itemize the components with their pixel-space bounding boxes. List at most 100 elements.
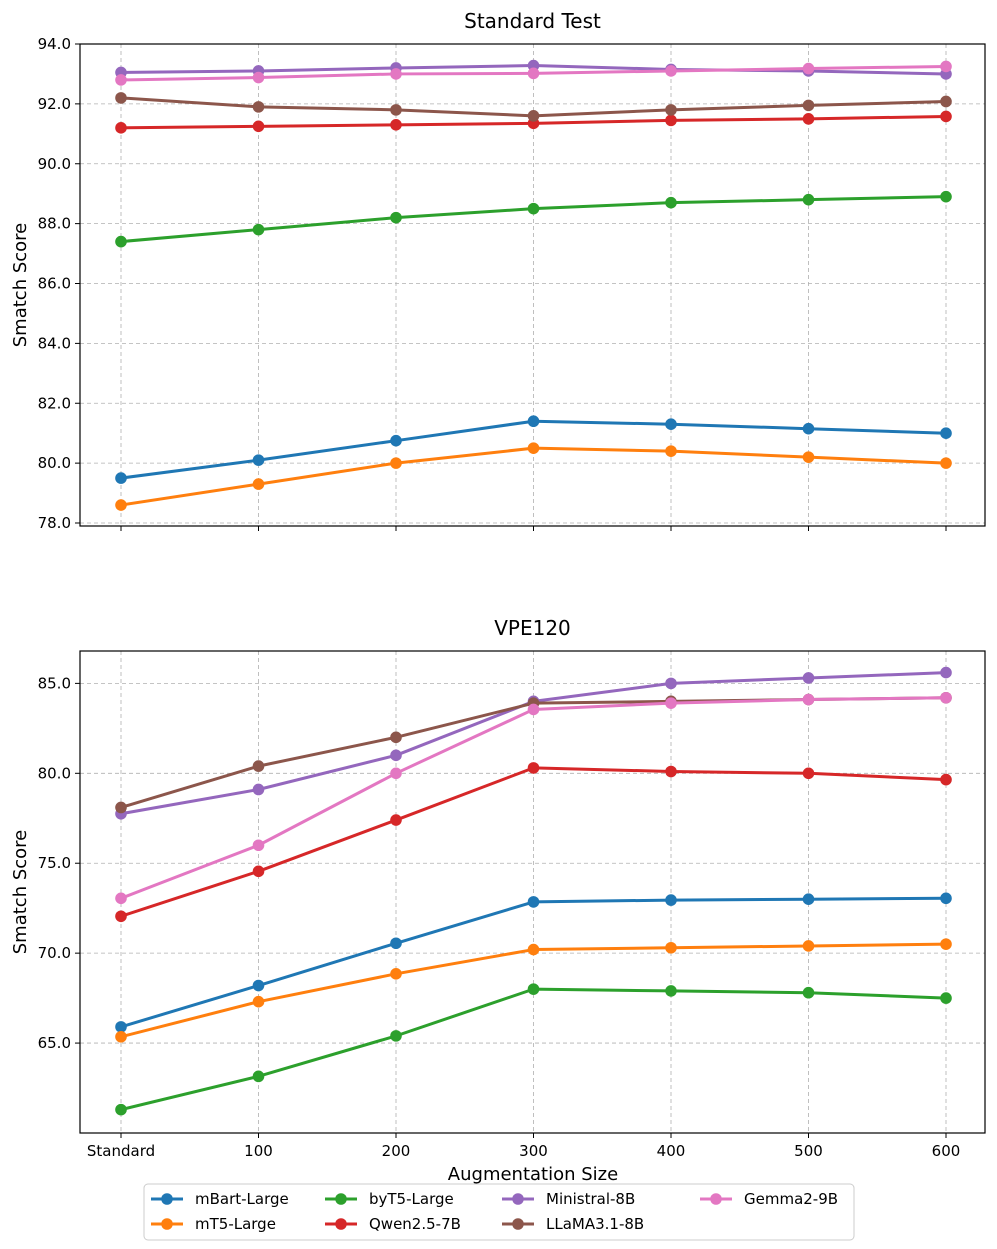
plot-frame [79, 650, 986, 1134]
data-point [527, 762, 540, 774]
data-point [940, 938, 952, 950]
data-point [940, 992, 952, 1004]
y-tick-label: 82.0 [38, 394, 71, 412]
data-point [802, 986, 815, 999]
legend-marker [335, 1218, 347, 1230]
data-point [665, 418, 677, 431]
data-point [390, 968, 402, 980]
data-point [252, 995, 265, 1008]
data-point [940, 95, 952, 108]
data-point [390, 211, 402, 224]
data-point [940, 773, 952, 786]
x-tick-label: 200 [382, 1142, 411, 1160]
legend-marker [512, 1193, 524, 1205]
legend: mBart-Large mT5-Large byT5-Large Qwen2.5-7B… [143, 1183, 855, 1241]
chart-title: VPE120 [494, 616, 571, 640]
y-axis-label: Smatch Score [10, 830, 31, 955]
series-gemma2-9b [115, 60, 952, 86]
series-byt5-large [115, 983, 952, 1116]
data-point [665, 697, 677, 709]
y-tick-label: 86.0 [38, 275, 71, 293]
y-tick-label: 85.0 [38, 674, 71, 692]
data-point [527, 202, 540, 215]
legend-label: Ministral-8B [546, 1190, 635, 1208]
data-point [940, 666, 952, 679]
data-point [665, 985, 677, 997]
series-gemma2-9b [115, 691, 952, 905]
legend-marker [161, 1218, 173, 1230]
data-point [115, 910, 127, 923]
legend-label: Gemma2-9B [744, 1190, 838, 1208]
legend-entry-qwen2-5-7b: Qwen2.5-7B [325, 1215, 461, 1233]
data-point [802, 672, 815, 684]
data-point [802, 893, 815, 905]
legend-label: mT5-Large [195, 1215, 276, 1233]
series-mbart-large [115, 892, 952, 1033]
data-point [802, 422, 815, 435]
legend-entry-ministral-8b: Ministral-8B [502, 1190, 635, 1208]
data-point [527, 442, 540, 454]
data-point [252, 783, 265, 796]
legend-entry-gemma2-9b: Gemma2-9B [700, 1190, 838, 1208]
data-point [802, 193, 815, 206]
series-qwen2-5-7b [115, 762, 952, 923]
chart-title: Standard Test [464, 9, 601, 33]
y-tick-label: 75.0 [38, 854, 71, 872]
y-tick-label: 70.0 [38, 944, 71, 962]
data-point [390, 434, 402, 447]
x-tick-label: 400 [657, 1142, 686, 1160]
x-tick-label: Standard [87, 1142, 155, 1160]
data-point [115, 74, 127, 86]
x-axis-label: Augmentation Size [448, 1164, 618, 1185]
legend-entry-mt5-large: mT5-Large [151, 1215, 276, 1233]
data-point [940, 60, 952, 73]
data-point [665, 941, 677, 954]
data-point [940, 190, 952, 203]
data-point [115, 92, 127, 104]
data-point [802, 113, 815, 125]
series-qwen2-5-7b [115, 110, 952, 134]
data-point [940, 110, 952, 123]
data-point [940, 892, 952, 905]
data-point [390, 749, 402, 762]
series-line [120, 987, 947, 1112]
data-point [390, 104, 402, 116]
y-tick-label: 92.0 [38, 95, 71, 113]
legend-marker [710, 1193, 722, 1205]
data-point [390, 457, 402, 469]
data-point [665, 114, 677, 127]
y-tick-label: 84.0 [38, 334, 71, 352]
data-point [665, 765, 677, 778]
data-point [665, 894, 677, 906]
data-point [390, 119, 402, 131]
data-point [527, 67, 540, 80]
legend-entry-llama3-1-8b: LLaMA3.1-8B [502, 1215, 644, 1233]
data-point [940, 691, 952, 704]
legend-marker [512, 1218, 524, 1230]
data-point [527, 110, 540, 122]
y-tick-label: 65.0 [38, 1034, 71, 1052]
data-point [390, 68, 402, 80]
data-point [665, 445, 677, 457]
data-point [665, 65, 677, 77]
data-point [115, 1103, 127, 1116]
data-point [115, 801, 127, 814]
series-byt5-large [115, 190, 952, 248]
data-point [527, 983, 540, 995]
data-point [802, 693, 815, 706]
panel-2: 65.0 70.0 75.0 80.0 85.0 Standard 100 200 300 400… [10, 616, 986, 1160]
legend-entry-mbart-large: mBart-Large [151, 1190, 289, 1208]
data-point [665, 196, 677, 209]
legend-label: LLaMA3.1-8B [546, 1215, 644, 1233]
data-point [940, 427, 952, 439]
legend-label: Qwen2.5-7B [369, 1215, 461, 1233]
data-point [252, 223, 265, 236]
data-point [252, 865, 265, 878]
data-point [115, 1021, 127, 1033]
data-point [390, 937, 402, 950]
x-tick-label: 500 [794, 1142, 823, 1160]
data-point [527, 703, 540, 716]
data-point [115, 1030, 127, 1043]
data-point [802, 767, 815, 780]
